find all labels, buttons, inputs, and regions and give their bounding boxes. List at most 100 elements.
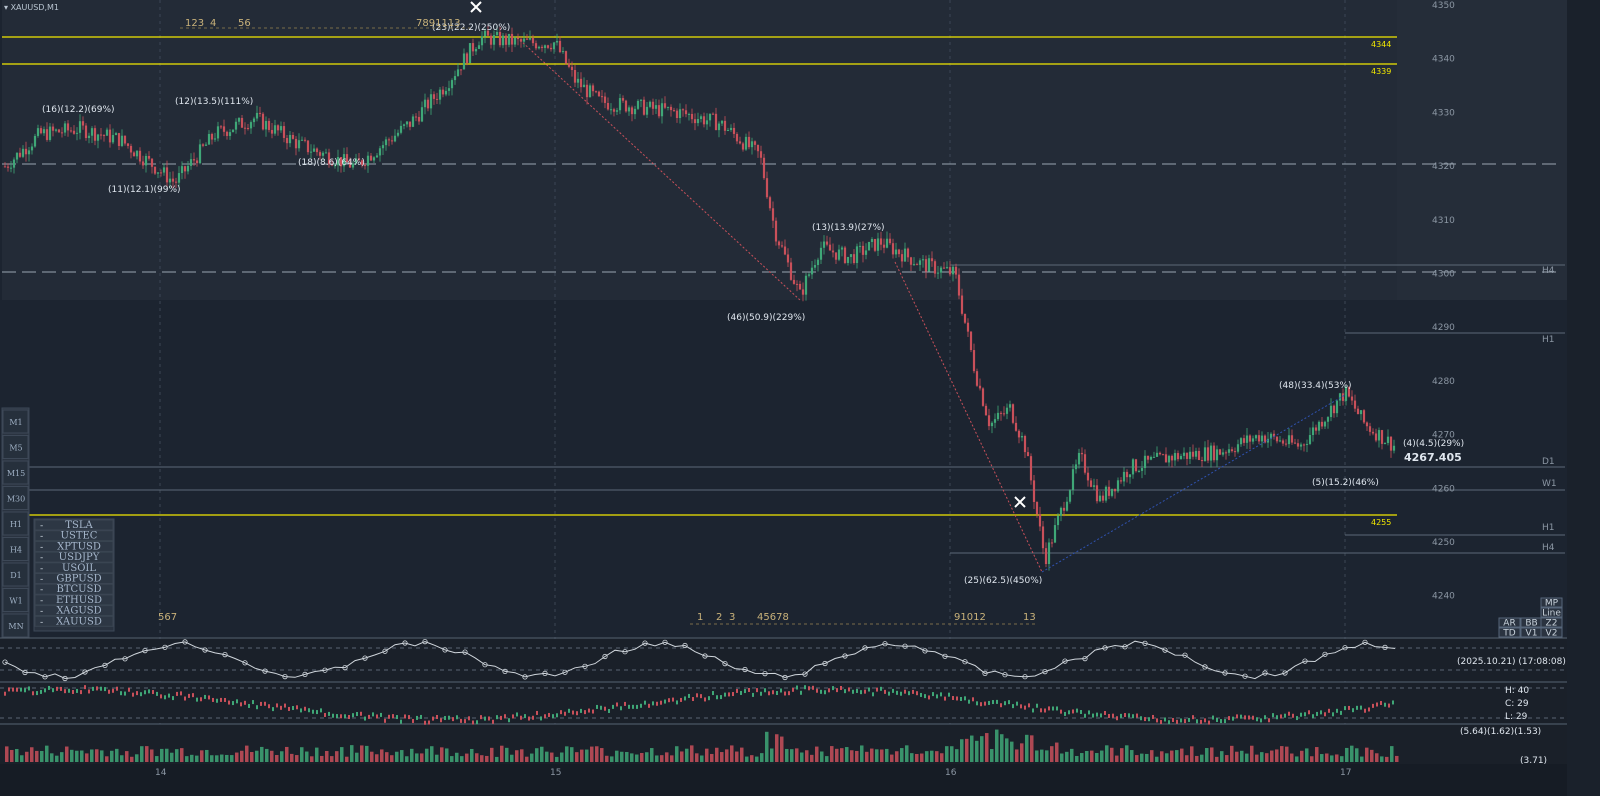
timeframe-button-M5[interactable] (2, 435, 29, 459)
volume-bar (990, 749, 994, 762)
momentum-bar (824, 690, 826, 695)
momentum-bar (344, 714, 346, 719)
momentum-bar (896, 690, 898, 695)
candle-body (171, 178, 175, 182)
candle-body (1230, 449, 1234, 452)
toggle-button-ar[interactable] (1498, 617, 1521, 628)
symbol-item-gbpusd[interactable] (34, 573, 114, 584)
toggle-button-line[interactable] (1540, 607, 1563, 618)
toggle-button-v2[interactable] (1540, 627, 1563, 638)
candle-body (1311, 427, 1315, 436)
symbol-item-dash: - (40, 596, 43, 606)
timeframe-button-M30[interactable] (2, 486, 29, 510)
candle-body (1134, 459, 1138, 472)
oscillator-point (242, 660, 248, 666)
timeframe-button-W1[interactable] (2, 588, 29, 612)
volume-bar (1145, 753, 1149, 762)
momentum-bar (420, 714, 422, 719)
timeframe-button-M1[interactable] (2, 409, 29, 434)
volume-bar (845, 747, 849, 762)
candle-body (1392, 445, 1396, 451)
oscillator-point (22, 669, 28, 676)
oscillator-point (1122, 644, 1128, 650)
candle-body (624, 100, 628, 112)
volume-bar (165, 748, 169, 762)
timeframe-label-W1: W1 (9, 597, 22, 606)
momentum-bar (224, 697, 226, 702)
timeframe-button-H4[interactable] (2, 537, 29, 561)
volume-bar (1235, 751, 1239, 762)
toggle-button-td[interactable] (1498, 627, 1521, 638)
symbol-item-tsla[interactable] (34, 519, 114, 531)
candle-body (936, 272, 940, 274)
toggle-button-mp[interactable] (1540, 597, 1563, 608)
candle-body (576, 78, 580, 83)
momentum-bar (1084, 713, 1086, 718)
candle-body (729, 127, 733, 131)
candle-body (672, 110, 676, 112)
candle-body (810, 267, 814, 275)
timeframe-button-MN[interactable] (2, 613, 29, 638)
momentum-bar (592, 709, 594, 714)
timeframe-button-M15[interactable] (2, 460, 29, 485)
volume-bar (1230, 745, 1234, 762)
volume-bar (435, 754, 439, 762)
candle-body (912, 264, 916, 266)
momentum-bar (64, 689, 66, 694)
momentum-bar (520, 715, 522, 720)
volume-bar (100, 750, 104, 762)
candle-body (1017, 430, 1021, 438)
momentum-bar (208, 695, 210, 700)
momentum-bar (524, 714, 526, 719)
volume-bar (450, 756, 454, 762)
momentum-bar (608, 708, 610, 713)
oscillator-point (402, 640, 408, 646)
candle-body (162, 167, 166, 173)
timeframe-button-D1[interactable] (2, 562, 29, 587)
candle-body (108, 129, 112, 143)
volume-bar (470, 748, 474, 762)
candle-body (303, 139, 307, 141)
symbol-title[interactable]: ▾ XAUUSD,M1 (4, 3, 59, 12)
candle-body (768, 197, 772, 209)
volume-bar (875, 749, 879, 762)
momentum-bar (516, 712, 518, 717)
toggle-button-z2[interactable] (1540, 617, 1563, 628)
candle-body (117, 133, 121, 146)
momentum-bar (56, 686, 58, 691)
volume-bar (190, 754, 194, 762)
volume-bar (525, 756, 529, 762)
volume-bar (1250, 745, 1254, 762)
momentum-bar (440, 718, 442, 723)
right-scroll-strip (1567, 0, 1600, 796)
candle-body (636, 100, 640, 109)
symbol-item-xagusd[interactable] (34, 605, 114, 617)
timeframe-button-H1[interactable] (2, 511, 29, 536)
candle-body (1074, 464, 1078, 470)
candle-body (633, 108, 637, 115)
symbol-item-ustec[interactable] (34, 530, 114, 542)
volume-bar (1370, 749, 1374, 762)
symbol-item-btcusd[interactable] (34, 583, 114, 595)
momentum-bar (1332, 712, 1334, 717)
momentum-bar (16, 687, 18, 692)
candle-body (1371, 431, 1375, 434)
candle-body (237, 117, 241, 122)
candle-body (1260, 435, 1264, 442)
momentum-bar (252, 700, 254, 705)
momentum-bar (316, 710, 318, 715)
momentum-bar (1028, 703, 1030, 708)
symbol-item-xptusd[interactable] (34, 540, 114, 552)
time-tick-17: 17 (1340, 768, 1351, 778)
symbol-item-usoil[interactable] (34, 562, 114, 574)
oscillator-point (422, 638, 428, 645)
symbol-item-usdjpy[interactable] (34, 551, 114, 563)
momentum-bar (456, 715, 458, 720)
symbol-item-xauusd[interactable] (34, 615, 114, 627)
momentum-bar (152, 690, 154, 695)
candle-body (342, 154, 346, 167)
candle-body (1347, 387, 1351, 397)
symbol-item-ethusd[interactable] (34, 594, 114, 606)
